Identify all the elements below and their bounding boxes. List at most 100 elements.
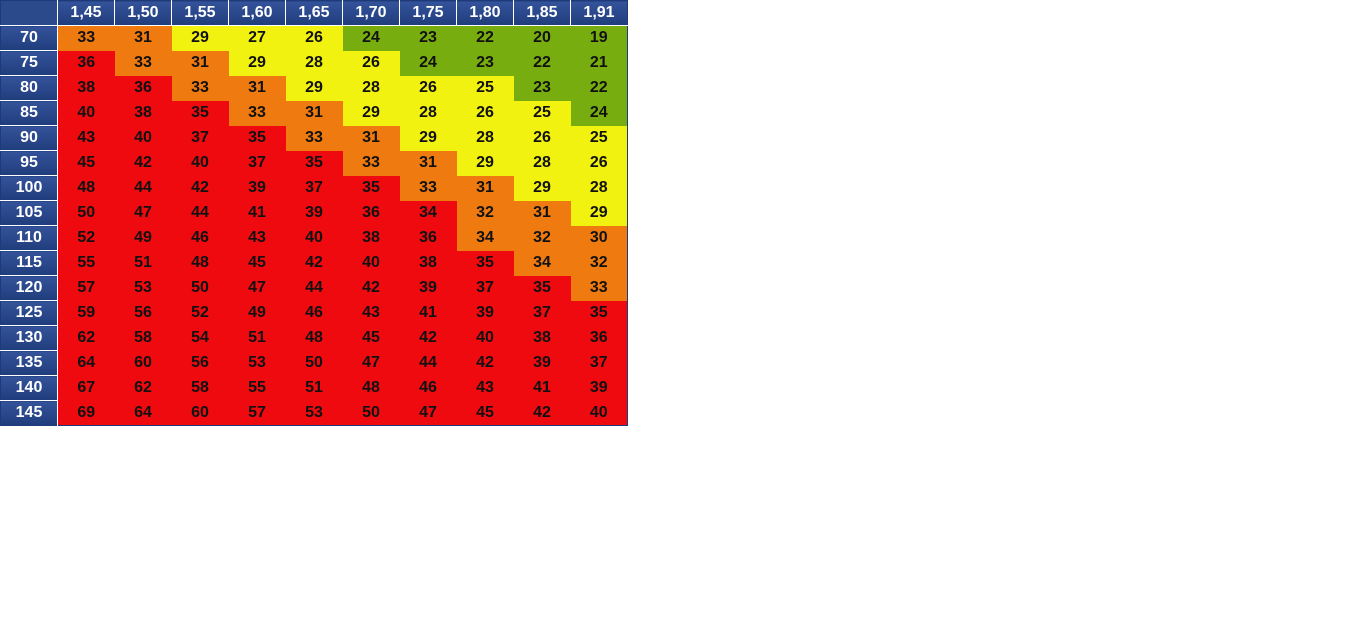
heatmap-cell: 44 — [114, 175, 172, 201]
heatmap-cell: 47 — [399, 400, 457, 426]
heatmap-cell: 28 — [285, 50, 343, 76]
heatmap-cell: 39 — [513, 350, 571, 376]
heatmap-cell: 43 — [228, 225, 286, 251]
heatmap-cell: 43 — [456, 375, 514, 401]
column-header: 1,65 — [285, 0, 343, 26]
column-header: 1,55 — [171, 0, 229, 26]
heatmap-cell: 47 — [114, 200, 172, 226]
table-row: 75 36 33 31 29 28 26 24 23 22 21 — [0, 50, 628, 76]
heatmap-cell: 39 — [456, 300, 514, 326]
row-header: 145 — [0, 400, 58, 426]
column-header: 1,50 — [114, 0, 172, 26]
heatmap-cell: 33 — [342, 150, 400, 176]
heatmap-cell: 37 — [513, 300, 571, 326]
heatmap-cell: 42 — [342, 275, 400, 301]
heatmap-cell: 31 — [285, 100, 343, 126]
heatmap-cell: 51 — [285, 375, 343, 401]
heatmap-cell: 28 — [342, 75, 400, 101]
row-header: 80 — [0, 75, 58, 101]
heatmap-cell: 62 — [114, 375, 172, 401]
heatmap-cell: 50 — [57, 200, 115, 226]
heatmap-cell: 26 — [399, 75, 457, 101]
heatmap-cell: 43 — [342, 300, 400, 326]
heatmap-cell: 40 — [114, 125, 172, 151]
heatmap-cell: 36 — [57, 50, 115, 76]
heatmap-cell: 33 — [285, 125, 343, 151]
heatmap-cell: 29 — [570, 200, 628, 226]
heatmap-cell: 25 — [570, 125, 628, 151]
heatmap-cell: 36 — [570, 325, 628, 351]
heatmap-cell: 35 — [570, 300, 628, 326]
heatmap-cell: 26 — [570, 150, 628, 176]
row-header: 95 — [0, 150, 58, 176]
heatmap-cell: 46 — [399, 375, 457, 401]
heatmap-cell: 22 — [513, 50, 571, 76]
row-header: 130 — [0, 325, 58, 351]
heatmap-cell: 26 — [456, 100, 514, 126]
heatmap-cell: 28 — [513, 150, 571, 176]
heatmap-cell: 62 — [57, 325, 115, 351]
heatmap-cell: 40 — [57, 100, 115, 126]
row-header: 110 — [0, 225, 58, 251]
heatmap-cell: 52 — [57, 225, 115, 251]
heatmap-cell: 31 — [456, 175, 514, 201]
heatmap-cell: 29 — [171, 25, 229, 51]
table-body: 70 33 31 29 27 26 24 23 22 20 19 75 36 33 31 29 28 26 24 23… — [0, 25, 628, 426]
heatmap-cell: 19 — [570, 25, 628, 51]
column-header: 1,45 — [57, 0, 115, 26]
heatmap-cell: 40 — [285, 225, 343, 251]
heatmap-cell: 43 — [57, 125, 115, 151]
heatmap-cell: 54 — [171, 325, 229, 351]
heatmap-cell: 42 — [456, 350, 514, 376]
table-row: 115 55 51 48 45 42 40 38 35 34 32 — [0, 250, 628, 276]
heatmap-cell: 48 — [342, 375, 400, 401]
heatmap-cell: 67 — [57, 375, 115, 401]
heatmap-cell: 39 — [285, 200, 343, 226]
heatmap-cell: 40 — [171, 150, 229, 176]
heatmap-cell: 47 — [228, 275, 286, 301]
heatmap-cell: 51 — [114, 250, 172, 276]
table-row: 110 52 49 46 43 40 38 36 34 32 30 — [0, 225, 628, 251]
heatmap-cell: 44 — [171, 200, 229, 226]
heatmap-cell: 38 — [57, 75, 115, 101]
heatmap-cell: 46 — [285, 300, 343, 326]
heatmap-cell: 37 — [228, 150, 286, 176]
row-header: 140 — [0, 375, 58, 401]
heatmap-cell: 38 — [342, 225, 400, 251]
row-header: 100 — [0, 175, 58, 201]
heatmap-cell: 29 — [513, 175, 571, 201]
heatmap-cell: 33 — [114, 50, 172, 76]
table-row: 85 40 38 35 33 31 29 28 26 25 24 — [0, 100, 628, 126]
heatmap-cell: 48 — [171, 250, 229, 276]
heatmap-cell: 24 — [342, 25, 400, 51]
heatmap-cell: 26 — [285, 25, 343, 51]
heatmap-cell: 32 — [513, 225, 571, 251]
heatmap-cell: 50 — [285, 350, 343, 376]
heatmap-cell: 48 — [285, 325, 343, 351]
row-header: 70 — [0, 25, 58, 51]
column-header: 1,91 — [570, 0, 628, 26]
heatmap-cell: 31 — [513, 200, 571, 226]
row-header: 120 — [0, 275, 58, 301]
heatmap-cell: 35 — [513, 275, 571, 301]
heatmap-cell: 33 — [570, 275, 628, 301]
heatmap-cell: 45 — [456, 400, 514, 426]
heatmap-cell: 58 — [114, 325, 172, 351]
column-header: 1,85 — [513, 0, 571, 26]
column-header: 1,75 — [399, 0, 457, 26]
heatmap-cell: 33 — [171, 75, 229, 101]
heatmap-cell: 52 — [171, 300, 229, 326]
heatmap-cell: 33 — [228, 100, 286, 126]
table-row: 135 64 60 56 53 50 47 44 42 39 37 — [0, 350, 628, 376]
row-header: 135 — [0, 350, 58, 376]
heatmap-cell: 26 — [513, 125, 571, 151]
header-row: 1,45 1,50 1,55 1,60 1,65 1,70 1,75 1,80 1,85 1,91 — [0, 0, 628, 26]
column-header: 1,70 — [342, 0, 400, 26]
heatmap-cell: 41 — [399, 300, 457, 326]
heatmap-cell: 35 — [171, 100, 229, 126]
corner-cell — [0, 0, 58, 26]
row-header: 85 — [0, 100, 58, 126]
heatmap-cell: 51 — [228, 325, 286, 351]
heatmap-cell: 39 — [399, 275, 457, 301]
heatmap-cell: 38 — [114, 100, 172, 126]
